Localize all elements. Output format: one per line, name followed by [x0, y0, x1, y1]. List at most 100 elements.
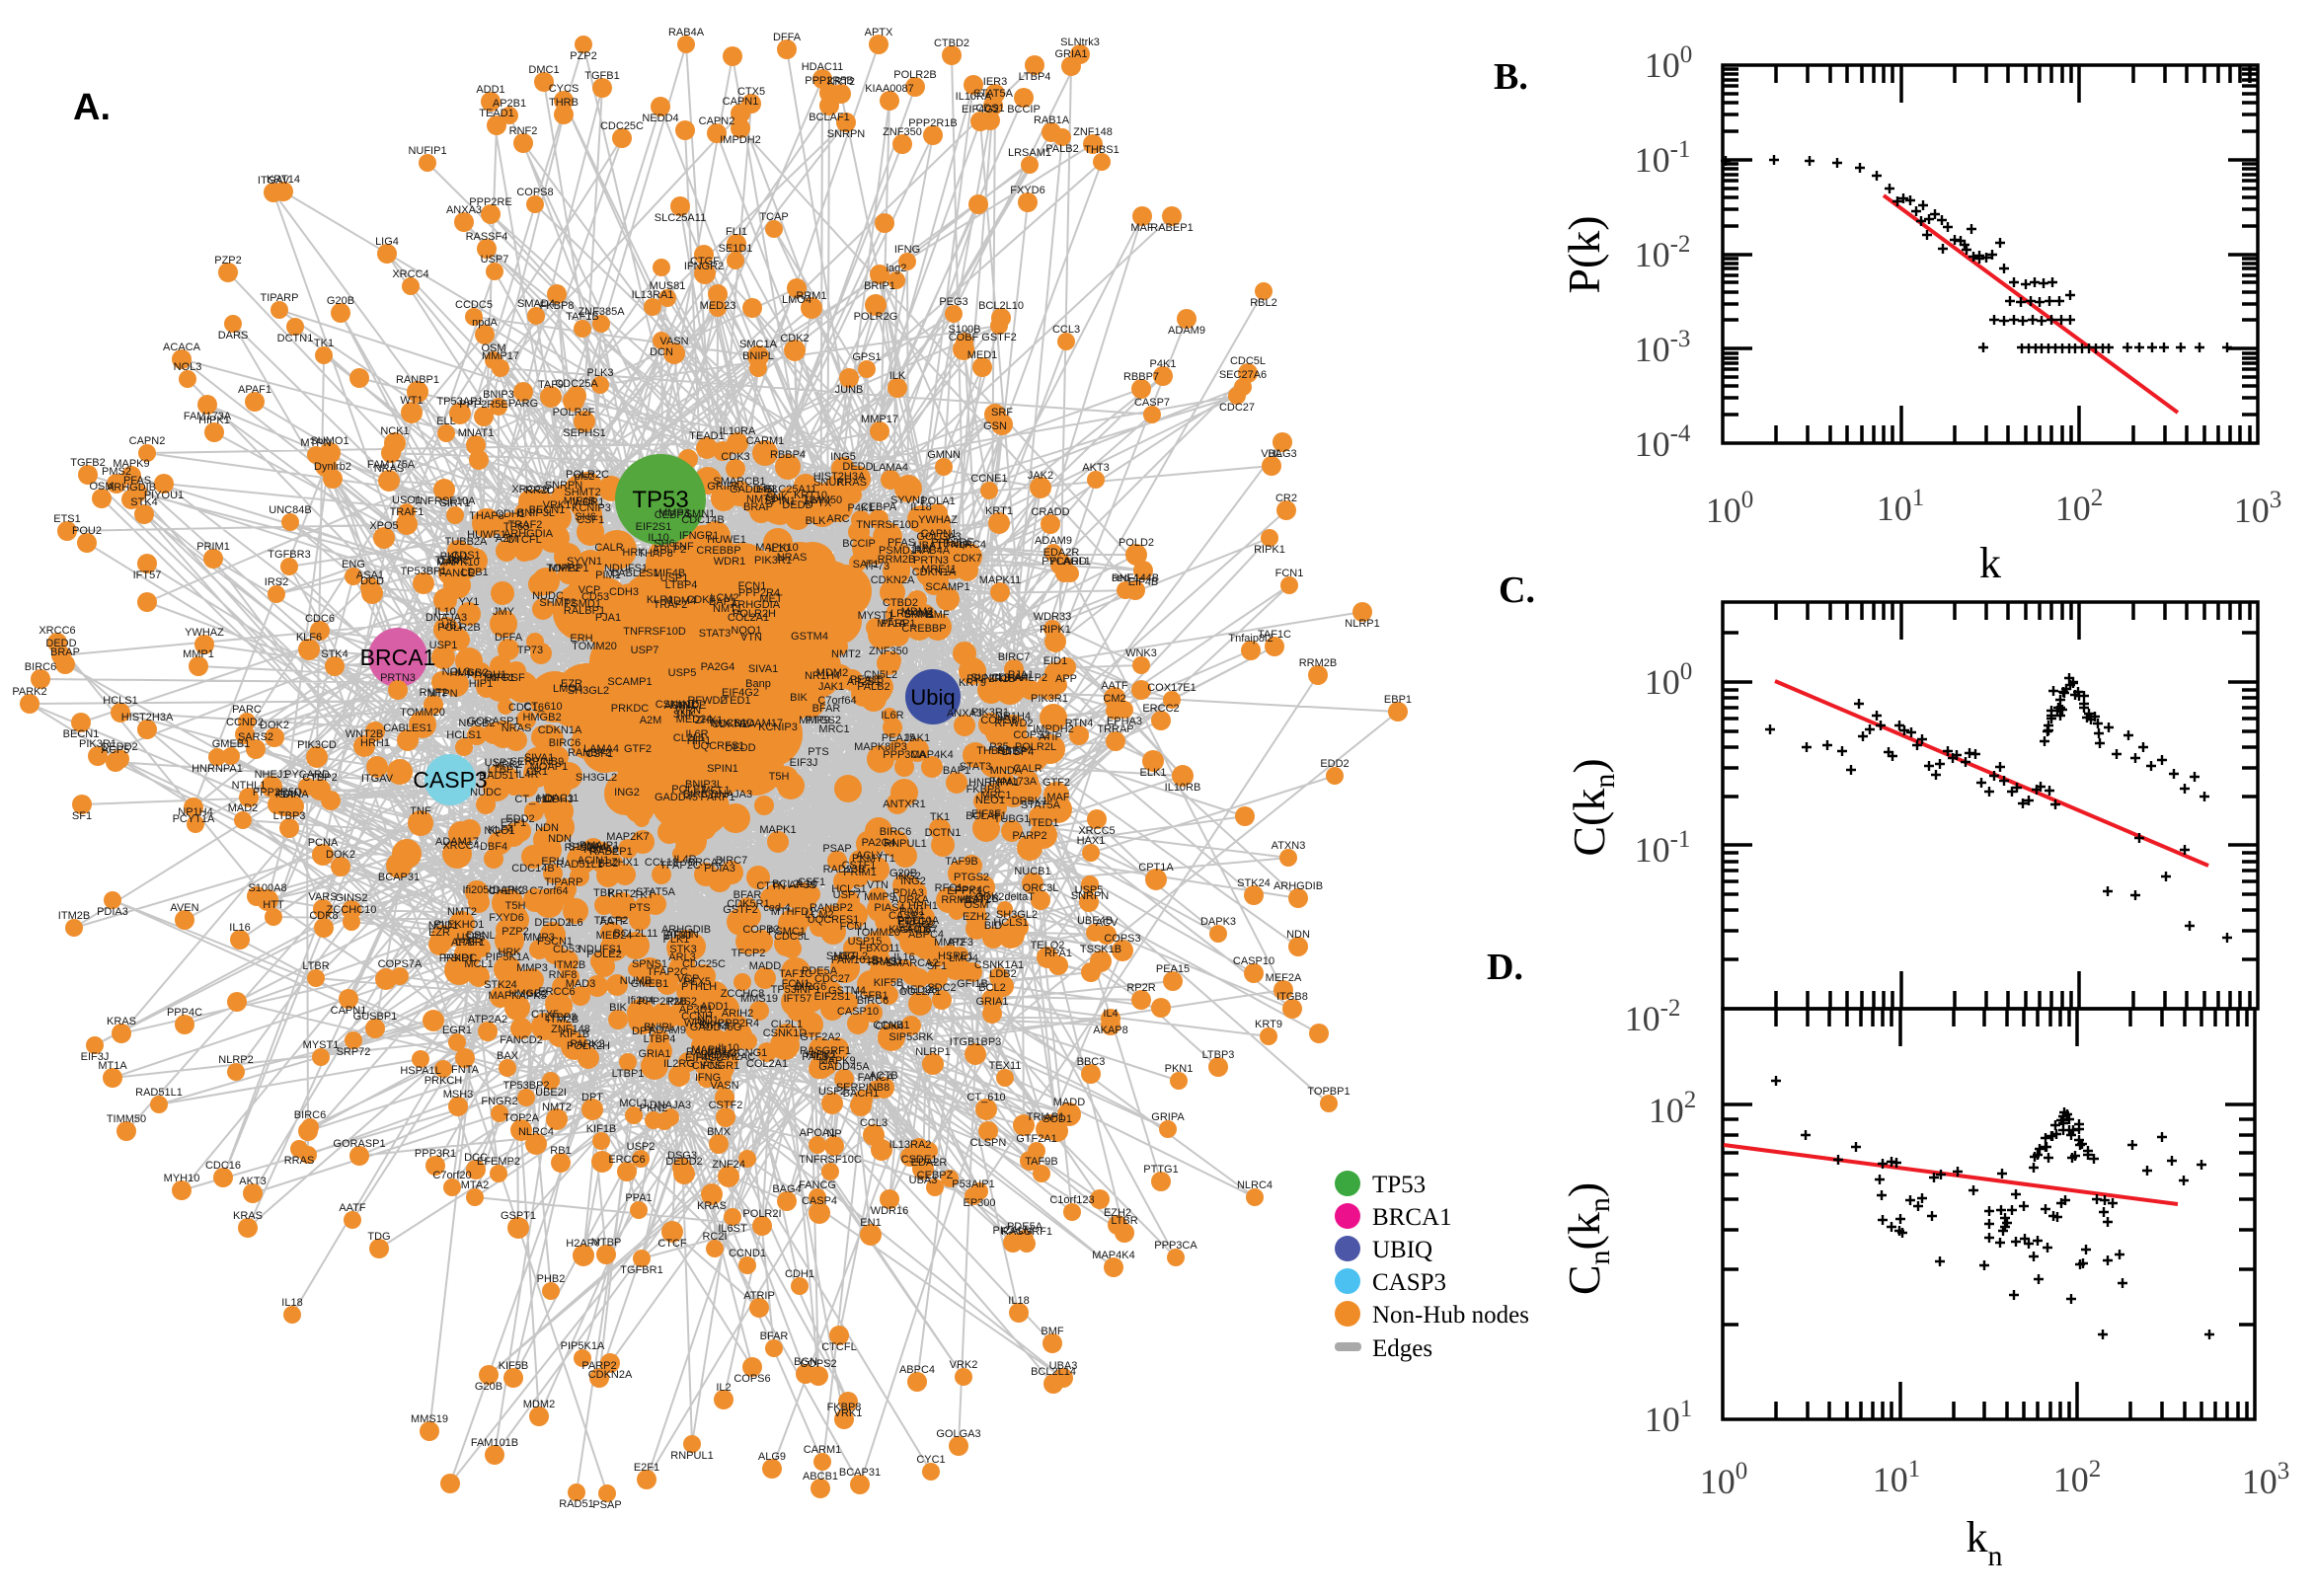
svg-text:SAT1: SAT1	[853, 559, 880, 570]
svg-text:S100A4: S100A4	[568, 841, 606, 853]
svg-text:RAB4A: RAB4A	[668, 27, 705, 38]
svg-text:UBA1: UBA1	[914, 540, 943, 552]
svg-text:IFT57: IFT57	[133, 570, 162, 581]
svg-text:TNF: TNF	[410, 805, 431, 817]
svg-text:KRAS: KRAS	[697, 1200, 727, 1212]
svg-text:MYH10: MYH10	[164, 1173, 200, 1184]
svg-text:MMP1: MMP1	[183, 648, 214, 660]
svg-text:TUBG1: TUBG1	[994, 813, 1031, 825]
svg-text:LTBP4: LTBP4	[1019, 71, 1051, 83]
svg-text:MMP3: MMP3	[516, 962, 548, 974]
svg-text:JAK1: JAK1	[818, 681, 844, 693]
svg-text:RNF2: RNF2	[509, 125, 538, 137]
svg-text:BRCA1: BRCA1	[360, 645, 436, 670]
svg-text:DNAJA3: DNAJA3	[650, 1100, 691, 1111]
svg-text:TGFB2: TGFB2	[70, 457, 105, 469]
svg-text:MIF4B: MIF4B	[654, 568, 685, 579]
svg-text:NLRP1: NLRP1	[1345, 618, 1379, 630]
svg-text:BIRC7: BIRC7	[683, 789, 715, 800]
svg-text:TEAD1: TEAD1	[479, 108, 513, 119]
svg-text:NR1H4: NR1H4	[805, 670, 840, 682]
svg-text:FLI1: FLI1	[726, 226, 747, 238]
svg-text:S100A8: S100A8	[248, 882, 286, 894]
svg-text:TOP2A: TOP2A	[503, 1112, 540, 1124]
svg-text:ITGAV: ITGAV	[361, 773, 394, 785]
svg-text:PEG3: PEG3	[939, 296, 967, 308]
svg-text:EGR1: EGR1	[442, 1025, 472, 1036]
svg-text:DBF4: DBF4	[480, 841, 507, 853]
svg-text:ING2: ING2	[900, 875, 926, 887]
svg-text:UBE2I: UBE2I	[535, 1087, 567, 1099]
svg-text:TEX11: TEX11	[989, 1060, 1022, 1072]
svg-text:POLR2G: POLR2G	[854, 311, 898, 323]
svg-text:G20B: G20B	[475, 1381, 502, 1393]
svg-text:RRM2B: RRM2B	[1299, 657, 1338, 669]
svg-text:ITM2B: ITM2B	[58, 910, 90, 922]
svg-text:MTPN: MTPN	[300, 437, 331, 449]
svg-text:USP7: USP7	[481, 254, 509, 266]
svg-text:AKT3: AKT3	[1082, 462, 1110, 474]
svg-text:DOK2: DOK2	[326, 849, 355, 861]
svg-text:SCAMP1: SCAMP1	[607, 676, 652, 688]
svg-text:ZNF385A: ZNF385A	[578, 306, 625, 318]
svg-text:AKAP8: AKAP8	[1093, 1025, 1127, 1036]
svg-text:THBS1: THBS1	[1084, 144, 1119, 156]
svg-text:DCD: DCD	[360, 575, 384, 587]
svg-text:EID1: EID1	[1043, 655, 1067, 667]
svg-text:ERCC6: ERCC6	[608, 1154, 645, 1166]
svg-text:CTCFL: CTCFL	[821, 1341, 856, 1353]
svg-text:CCL3: CCL3	[1052, 324, 1080, 336]
svg-text:KIF1B: KIF1B	[586, 1123, 617, 1135]
svg-text:RAD23B: RAD23B	[823, 864, 866, 875]
svg-text:FCN1: FCN1	[1275, 568, 1304, 579]
svg-text:PZP2: PZP2	[214, 255, 242, 266]
svg-text:GSTF2: GSTF2	[981, 332, 1016, 343]
svg-text:CCL18: CCL18	[645, 857, 678, 869]
svg-text:BFAR: BFAR	[760, 1330, 789, 1342]
svg-text:RABEP1: RABEP1	[589, 846, 632, 858]
svg-text:TRAF1: TRAF1	[390, 506, 425, 518]
svg-text:LTBP3: LTBP3	[1202, 1049, 1235, 1061]
svg-text:ERCC2: ERCC2	[1142, 703, 1179, 715]
svg-text:CASP3: CASP3	[1372, 1269, 1446, 1296]
svg-text:SPIN1: SPIN1	[707, 763, 738, 775]
svg-text:PIK3CD: PIK3CD	[297, 739, 337, 751]
svg-text:SLC25A11: SLC25A11	[655, 212, 706, 224]
svg-text:CAPN1: CAPN1	[723, 96, 759, 108]
svg-text:RB1: RB1	[550, 1145, 571, 1157]
svg-text:STK4: STK4	[321, 648, 348, 660]
svg-text:BRIP1: BRIP1	[864, 280, 895, 292]
svg-text:POLE2: POLE2	[586, 949, 621, 960]
svg-text:ITED1: ITED1	[1028, 817, 1058, 829]
svg-text:lag2: lag2	[887, 263, 907, 274]
svg-text:NMT2: NMT2	[447, 906, 477, 918]
svg-text:ZNF148: ZNF148	[1073, 126, 1113, 138]
svg-text:DPT: DPT	[581, 1092, 603, 1103]
svg-text:IL4: IL4	[1103, 1008, 1118, 1020]
svg-text:TSSK1B: TSSK1B	[1080, 944, 1121, 955]
svg-text:IL10RB: IL10RB	[1165, 782, 1201, 794]
svg-text:CDC5L: CDC5L	[1230, 355, 1266, 367]
svg-text:SIP53RK: SIP53RK	[888, 1031, 934, 1043]
svg-text:NEDD4: NEDD4	[642, 113, 678, 124]
svg-text:USP5: USP5	[668, 667, 697, 679]
svg-text:MAP4K4: MAP4K4	[1092, 1250, 1134, 1261]
svg-text:MMP3: MMP3	[523, 932, 555, 944]
svg-text:OSM: OSM	[481, 342, 505, 354]
svg-text:ABCB1: ABCB1	[803, 1471, 838, 1482]
svg-text:XPO5: XPO5	[369, 520, 398, 532]
svg-text:IL6: IL6	[568, 917, 582, 929]
svg-text:HRK: HRK	[498, 947, 521, 958]
svg-text:EP300: EP300	[963, 1197, 995, 1209]
svg-text:Ubiq: Ubiq	[910, 685, 955, 710]
svg-text:GSPT1: GSPT1	[501, 1210, 536, 1222]
svg-text:FAM173A: FAM173A	[184, 411, 232, 422]
svg-text:BLK: BLK	[806, 515, 826, 527]
svg-text:CDHA4: CDHA4	[991, 672, 1028, 684]
svg-text:PYCARD: PYCARD	[1042, 556, 1087, 568]
svg-text:FAM175A: FAM175A	[367, 459, 416, 471]
svg-text:ATMIN: ATMIN	[665, 929, 698, 941]
svg-text:RNF8: RNF8	[549, 969, 578, 981]
svg-text:C1orf123: C1orf123	[1049, 1194, 1094, 1206]
svg-text:NUCB2: NUCB2	[458, 718, 495, 729]
